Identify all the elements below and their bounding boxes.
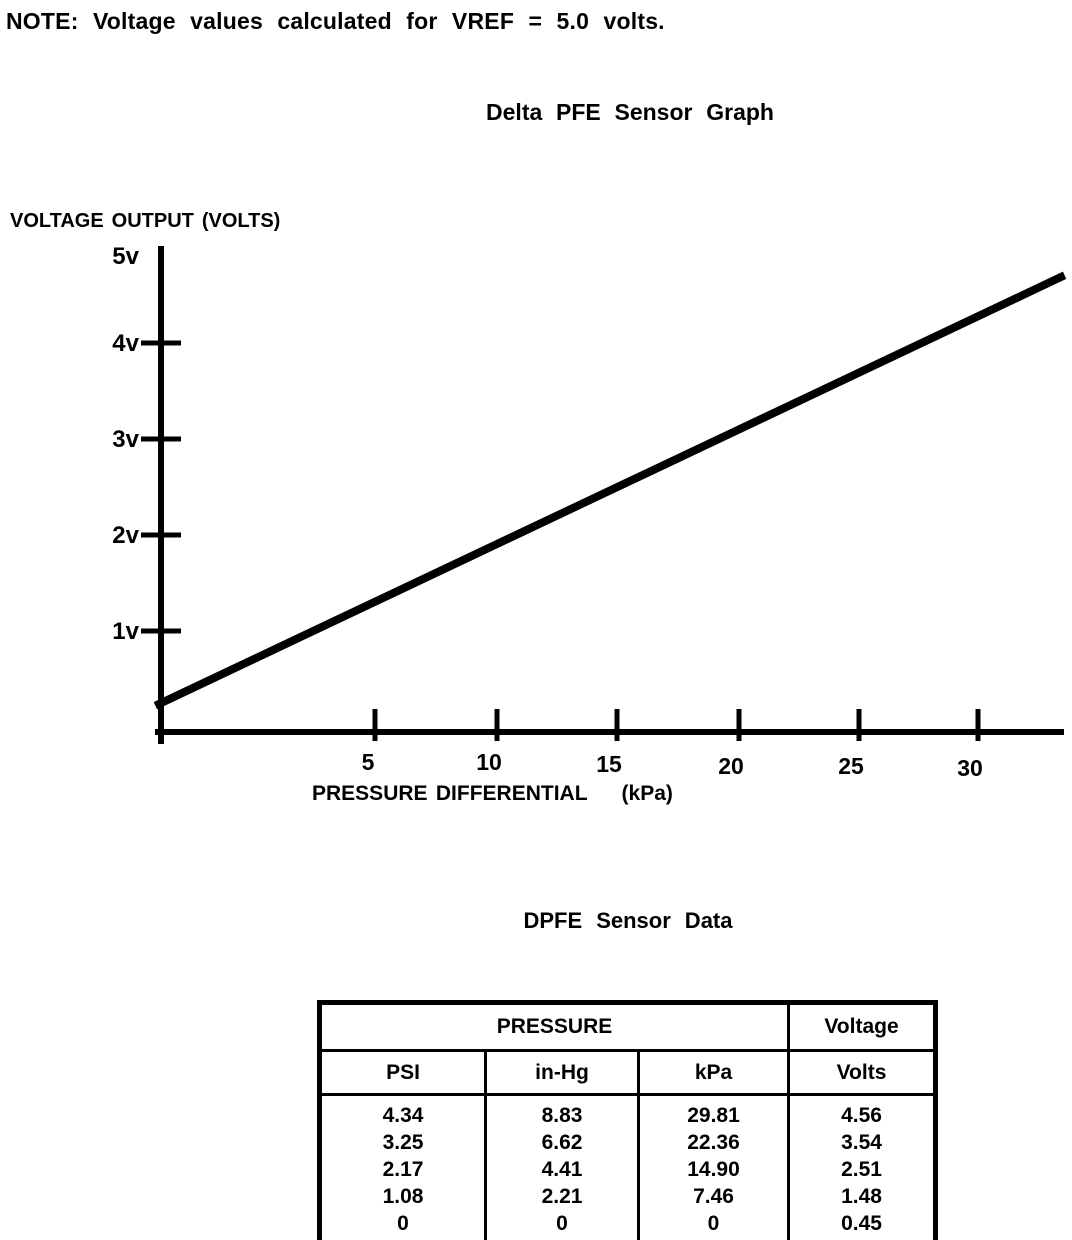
- cell-inhg: 8.83: [484, 1094, 640, 1129]
- cell-inhg: 2.21: [484, 1183, 640, 1210]
- sensor-data-table: PRESSURE Voltage PSI in-Hg kPa Volts 4.3…: [317, 1000, 938, 1240]
- table-row: 3.25 6.62 22.36 3.54: [318, 1129, 937, 1156]
- col-header-inhg: in-Hg: [484, 1049, 640, 1096]
- cell-volts: 3.54: [787, 1129, 937, 1156]
- y-tick-label-4v: 4v: [112, 330, 139, 357]
- x-tick-label-30: 30: [957, 755, 983, 781]
- col-header-psi: PSI: [318, 1049, 487, 1096]
- pressure-group-header: PRESSURE: [318, 1001, 790, 1052]
- x-tick-label-10: 10: [476, 749, 502, 775]
- table-column-header-row: PSI in-Hg kPa Volts: [318, 1049, 937, 1096]
- cell-inhg: 6.62: [484, 1129, 640, 1156]
- cell-kpa: 29.81: [637, 1094, 790, 1129]
- cell-volts: 4.56: [787, 1094, 937, 1129]
- y-tick-label-3v: 3v: [112, 426, 139, 453]
- table-row: 1.08 2.21 7.46 1.48: [318, 1183, 937, 1210]
- cell-psi: 2.17: [318, 1156, 487, 1183]
- sensor-response-line: [153, 271, 1067, 710]
- cell-volts: 2.51: [787, 1156, 937, 1183]
- note-text: NOTE: Voltage values calculated for VREF…: [6, 8, 665, 34]
- table-row: 2.17 4.41 14.90 2.51: [318, 1156, 937, 1183]
- cell-volts: 1.48: [787, 1183, 937, 1210]
- x-tick-label-5: 5: [362, 749, 375, 775]
- table-row: 0 0 0 0.45: [318, 1210, 937, 1240]
- y-tick-label-1v: 1v: [112, 618, 139, 645]
- cell-kpa: 14.90: [637, 1156, 790, 1183]
- col-header-volts: Volts: [787, 1049, 937, 1096]
- cell-psi: 0: [318, 1210, 487, 1240]
- table-row: 4.34 8.83 29.81 4.56: [318, 1094, 937, 1129]
- x-axis-label: PRESSURE DIFFERENTIAL: [312, 782, 588, 805]
- table-group-header-row: PRESSURE Voltage: [318, 1001, 937, 1052]
- cell-kpa: 22.36: [637, 1129, 790, 1156]
- y-axis-title: VOLTAGE OUTPUT (VOLTS): [10, 210, 281, 232]
- cell-kpa: 7.46: [637, 1183, 790, 1210]
- cell-psi: 1.08: [318, 1183, 487, 1210]
- y-tick-label-2v: 2v: [112, 522, 139, 549]
- cell-psi: 4.34: [318, 1094, 487, 1129]
- cell-psi: 3.25: [318, 1129, 487, 1156]
- x-axis-title: PRESSURE DIFFERENTIAL (kPa): [312, 782, 673, 806]
- graph-title: Delta PFE Sensor Graph: [486, 99, 774, 125]
- col-header-kpa: kPa: [637, 1049, 790, 1096]
- table-title: DPFE Sensor Data: [523, 908, 733, 933]
- y-tick-label-5v: 5v: [112, 243, 139, 270]
- cell-kpa: 0: [637, 1210, 790, 1240]
- cell-inhg: 4.41: [484, 1156, 640, 1183]
- cell-inhg: 0: [484, 1210, 640, 1240]
- x-axis-unit-label: (kPa): [621, 782, 673, 805]
- voltage-group-header: Voltage: [787, 1001, 937, 1052]
- x-tick-label-20: 20: [718, 753, 744, 779]
- x-tick-label-25: 25: [838, 753, 864, 779]
- x-tick-label-15: 15: [596, 751, 622, 777]
- sensor-graph: 5v 4v 3v 2v 1v 5 10 15 20 25 30: [112, 243, 1067, 781]
- cell-volts: 0.45: [787, 1210, 937, 1240]
